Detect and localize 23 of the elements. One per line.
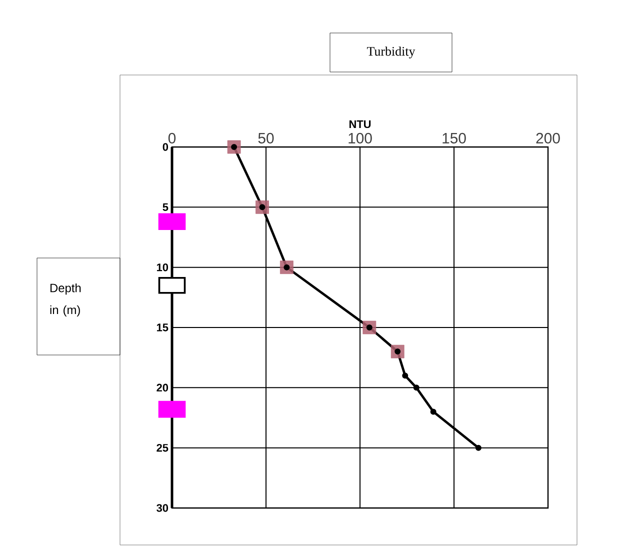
point bbox=[366, 324, 372, 330]
point bbox=[402, 372, 408, 379]
point bbox=[259, 204, 266, 210]
x-tick-label: 200 bbox=[536, 132, 560, 144]
point bbox=[413, 384, 420, 391]
y-tick-label: 20 bbox=[156, 384, 168, 392]
x-tick-label: 50 bbox=[258, 132, 274, 144]
y-tick-label: 30 bbox=[156, 504, 168, 512]
y-tick-label: 10 bbox=[156, 263, 168, 272]
x-tick-label: 100 bbox=[348, 132, 372, 144]
y-tick-label: 5 bbox=[162, 203, 168, 211]
point bbox=[475, 444, 482, 451]
point bbox=[430, 408, 436, 415]
point bbox=[284, 264, 290, 270]
text: Depth in (m) bbox=[50, 283, 81, 317]
y-tick-label: 15 bbox=[156, 324, 168, 332]
point bbox=[231, 144, 238, 150]
chart-title: Turbidity bbox=[367, 46, 416, 58]
x-tick-label: 150 bbox=[442, 132, 466, 144]
x-axis-title: NTU bbox=[349, 120, 371, 128]
y-tick-label: 0 bbox=[162, 143, 168, 151]
point bbox=[394, 348, 401, 355]
y-tick-label: 25 bbox=[156, 444, 168, 452]
